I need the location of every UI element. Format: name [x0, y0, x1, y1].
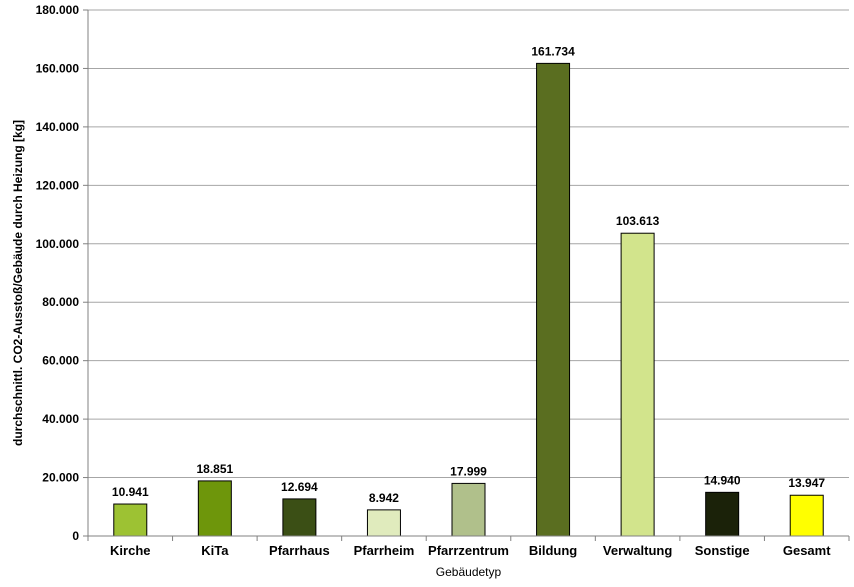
bar-bildung — [536, 62, 571, 537]
data-labels: 10.941 18.851 12.694 8.942 17.999 161.734 103.… — [112, 44, 825, 504]
x-tick-label-pfarrzentrum: Pfarrzentrum — [428, 543, 509, 558]
bar-sonstige — [705, 491, 740, 537]
y-tick-label: 20.000 — [42, 471, 79, 485]
data-label-pfarrhaus: 12.694 — [281, 480, 318, 494]
bar-gesamt — [789, 494, 824, 537]
y-tick-label: 120.000 — [36, 178, 80, 192]
y-tick-label: 140.000 — [36, 120, 80, 134]
y-axis-title: durchschnittl. CO2-Ausstoß/Gebäude durch… — [11, 120, 25, 446]
gridlines — [88, 9, 849, 479]
x-tick-label-kita: KiTa — [201, 543, 229, 558]
bar-pfarrhaus — [282, 498, 317, 537]
x-tick-label-kirche: Kirche — [110, 543, 150, 558]
x-tick-label-pfarrheim: Pfarrheim — [354, 543, 415, 558]
bar-kirche — [113, 503, 148, 537]
y-tick-label: 160.000 — [36, 61, 80, 75]
x-axis-ticks: Kirche KiTa Pfarrhaus Pfarrheim Pfarrzentrum… — [87, 536, 850, 558]
data-label-pfarrzentrum: 17.999 — [450, 464, 487, 478]
x-tick-label-pfarrhaus: Pfarrhaus — [269, 543, 330, 558]
bar-kita — [197, 480, 232, 537]
bar-pfarrzentrum — [451, 482, 486, 537]
x-tick-label-bildung: Bildung — [529, 543, 577, 558]
y-tick-label: 40.000 — [42, 412, 79, 426]
bar-verwaltung — [620, 232, 655, 537]
y-tick-label: 180.000 — [36, 3, 80, 17]
y-axis-ticks: 0 20.000 40.000 60.000 80.000 100.000 120.000 1… — [36, 3, 88, 543]
x-axis-title: Gebäudetyp — [436, 565, 502, 579]
data-label-bildung: 161.734 — [531, 44, 575, 58]
data-label-kita: 18.851 — [196, 462, 233, 476]
x-tick-label-gesamt: Gesamt — [783, 543, 831, 558]
y-tick-label: 100.000 — [36, 237, 80, 251]
x-tick-label-verwaltung: Verwaltung — [603, 543, 672, 558]
bar-pfarrheim — [366, 509, 401, 537]
bars — [113, 62, 824, 537]
data-label-pfarrheim: 8.942 — [369, 491, 399, 505]
data-label-kirche: 10.941 — [112, 485, 149, 499]
y-tick-label: 60.000 — [42, 354, 79, 368]
data-label-sonstige: 14.940 — [704, 473, 741, 487]
x-tick-label-sonstige: Sonstige — [695, 543, 750, 558]
y-tick-label: 0 — [72, 529, 79, 543]
data-label-gesamt: 13.947 — [788, 476, 825, 490]
data-label-verwaltung: 103.613 — [616, 214, 660, 228]
y-tick-label: 80.000 — [42, 295, 79, 309]
